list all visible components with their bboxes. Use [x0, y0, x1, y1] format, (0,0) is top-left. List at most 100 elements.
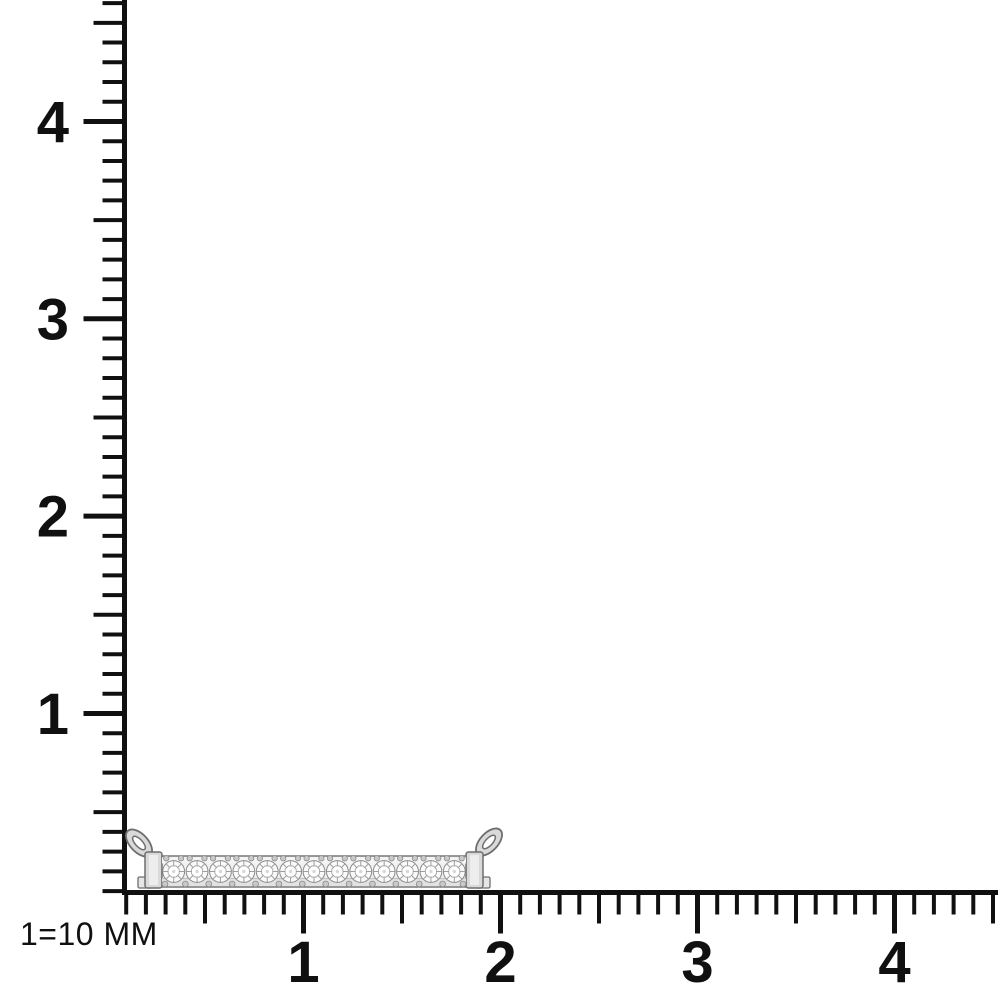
end-cap-highlight [149, 855, 158, 885]
facet-line [434, 875, 439, 880]
diamond-bar-pendant [125, 827, 503, 889]
facet-line [317, 875, 322, 880]
facet-line [294, 863, 299, 868]
stone-center [429, 869, 433, 874]
bail-hole [481, 834, 497, 850]
facet-line [376, 875, 381, 880]
facet-line [411, 863, 416, 868]
diamond-stone-7 [302, 860, 326, 883]
top-prong [248, 855, 255, 862]
diamond-stone-3 [209, 860, 232, 883]
diamond-stone-8 [325, 860, 349, 883]
top-prong [256, 855, 263, 862]
facet-line [189, 863, 194, 868]
stone-center [218, 869, 223, 874]
diamond-stone-9 [349, 860, 373, 883]
facet-line [177, 863, 182, 868]
facet-line [387, 863, 392, 868]
diamond-stone-6 [279, 860, 303, 883]
top-prong [420, 855, 427, 862]
stone-center [171, 869, 176, 874]
facet-line [259, 863, 264, 868]
bottom-prong [182, 880, 189, 888]
diamond-stone-2 [185, 860, 209, 883]
top-prong [458, 855, 465, 862]
bottom-prong [369, 880, 376, 888]
top-prong [233, 855, 240, 862]
bottom-prong [439, 880, 446, 888]
top-prong [303, 855, 310, 862]
diamond-stone-12 [419, 860, 443, 883]
top-prong [326, 855, 334, 862]
bottom-prong [252, 880, 259, 888]
top-prong [224, 855, 231, 862]
facet-line [423, 863, 428, 868]
facet-line [317, 863, 322, 868]
top-prong [397, 855, 404, 862]
diamond-stone-11 [396, 860, 419, 883]
v-axis-label-2: 2 [37, 485, 69, 550]
facet-line [200, 875, 205, 880]
bail-hole [131, 835, 147, 851]
facet-line [200, 863, 205, 868]
stone-center [382, 869, 386, 874]
facet-line [165, 863, 171, 868]
bottom-prong [392, 880, 400, 888]
stone-center [195, 869, 199, 874]
stone-center [265, 869, 269, 874]
diamond-stone-5 [255, 860, 279, 883]
top-prong [341, 855, 348, 862]
bottom-prong [161, 880, 169, 888]
bottom-prong [322, 880, 329, 888]
bottom-prong [415, 880, 423, 888]
top-prong [186, 855, 193, 862]
bottom-prong [205, 880, 213, 888]
facet-line [282, 863, 288, 868]
facet-line [364, 863, 369, 868]
top-prong [350, 855, 357, 862]
horizontal-ruler: 1 2 3 4 [122, 890, 998, 995]
bottom-prong [299, 880, 306, 888]
vertical-ruler: 1 2 3 4 [37, 0, 127, 895]
facet-line [329, 875, 334, 880]
top-prong [365, 855, 372, 862]
facet-line [329, 863, 334, 868]
facet-line [165, 875, 171, 880]
facet-line [387, 875, 392, 880]
top-prong [209, 855, 217, 862]
scale-note-label: 1=10 MM [20, 916, 158, 952]
facet-line [353, 863, 358, 868]
facet-line [236, 875, 241, 880]
top-prong [201, 855, 208, 862]
stone-center [312, 869, 316, 874]
facet-line [177, 875, 182, 880]
h-axis-label-4: 4 [878, 930, 910, 995]
bottom-prong [275, 880, 283, 888]
stone-center [288, 869, 293, 874]
facet-line [247, 863, 252, 868]
v-axis-label-3: 3 [37, 287, 69, 352]
facet-line [340, 875, 346, 880]
facet-line [434, 863, 439, 868]
top-prong [411, 855, 419, 862]
facet-line [423, 875, 428, 880]
h-axis-label-2: 2 [484, 930, 516, 995]
diamond-stone-1 [162, 860, 186, 883]
facet-line [364, 875, 369, 880]
h-axis-label-1: 1 [287, 930, 319, 995]
top-prong [318, 855, 325, 862]
facet-line [236, 863, 241, 868]
stone-center [405, 869, 410, 874]
top-prong [435, 855, 442, 862]
facet-line [399, 863, 405, 868]
facet-line [270, 875, 275, 880]
top-prong [388, 855, 395, 862]
stone-center [359, 869, 363, 874]
facet-line [270, 863, 275, 868]
facet-line [306, 875, 311, 880]
end-cap-highlight [470, 855, 479, 885]
top-prong [443, 855, 451, 862]
facet-line [457, 875, 463, 880]
facet-line [306, 863, 311, 868]
